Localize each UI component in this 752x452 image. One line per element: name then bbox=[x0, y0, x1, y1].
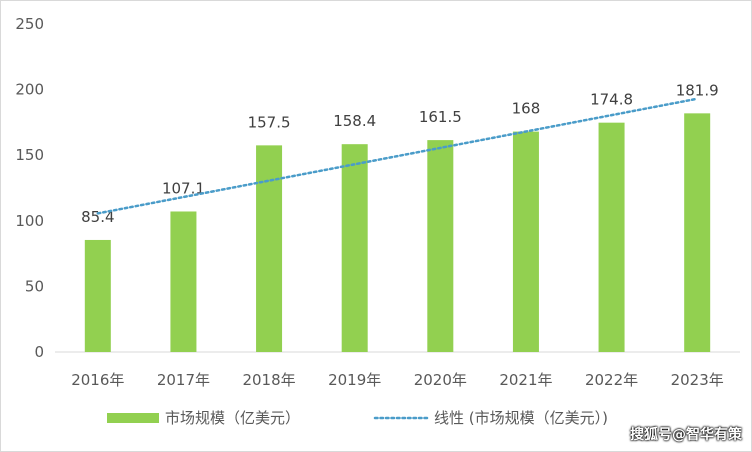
bar bbox=[684, 113, 711, 352]
y-tick-label: 50 bbox=[25, 277, 44, 295]
y-tick-label: 0 bbox=[34, 343, 44, 361]
data-label: 174.8 bbox=[590, 91, 633, 109]
bar bbox=[512, 131, 539, 352]
data-label: 168 bbox=[512, 100, 541, 118]
data-label: 157.5 bbox=[248, 113, 291, 131]
bar bbox=[427, 140, 454, 352]
x-tick-label: 2020年 bbox=[414, 371, 467, 389]
y-tick-label: 250 bbox=[15, 15, 44, 33]
watermark: 搜狐号@智华有策 bbox=[630, 427, 742, 443]
x-tick-label: 2016年 bbox=[71, 371, 124, 389]
y-tick-label: 200 bbox=[15, 81, 44, 99]
bar bbox=[598, 122, 625, 352]
data-label: 158.4 bbox=[333, 112, 376, 130]
legend-swatch-bars bbox=[107, 413, 159, 423]
x-tick-label: 2017年 bbox=[157, 371, 210, 389]
data-label: 107.1 bbox=[162, 179, 205, 197]
x-tick-label: 2023年 bbox=[671, 371, 724, 389]
bar bbox=[256, 145, 283, 352]
trendline bbox=[96, 97, 699, 215]
data-label: 161.5 bbox=[419, 108, 462, 126]
x-tick-label: 2021年 bbox=[499, 371, 552, 389]
y-tick-label: 100 bbox=[15, 212, 44, 230]
data-label: 181.9 bbox=[676, 81, 719, 99]
x-tick-label: 2018年 bbox=[242, 371, 295, 389]
legend-label-trendline: 线性 (市场规模（亿美元）) bbox=[434, 409, 608, 427]
bar bbox=[341, 144, 368, 352]
x-tick-label: 2022年 bbox=[585, 371, 638, 389]
bar bbox=[84, 239, 111, 352]
x-tick-label: 2019年 bbox=[328, 371, 381, 389]
legend-label-bars: 市场规模（亿美元） bbox=[165, 409, 300, 427]
y-tick-label: 150 bbox=[15, 146, 44, 164]
bar bbox=[170, 211, 197, 352]
